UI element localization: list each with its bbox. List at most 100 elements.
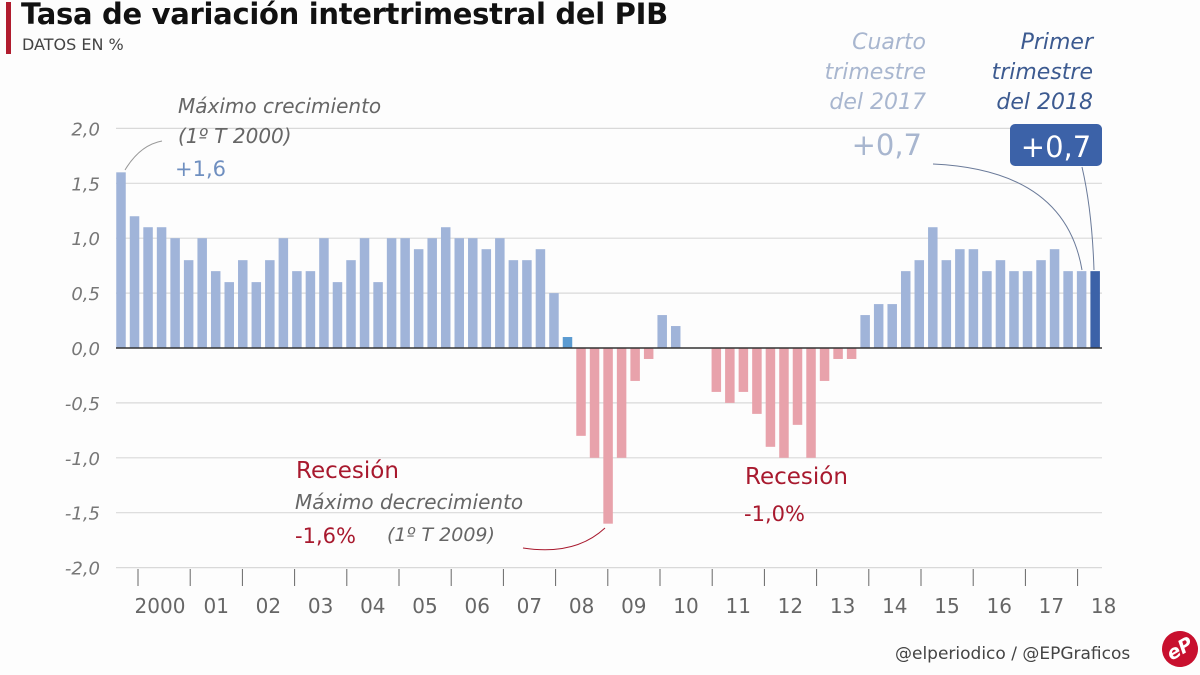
x-tick-label: 18 bbox=[1091, 594, 1116, 618]
bar bbox=[508, 260, 519, 348]
bar bbox=[183, 260, 194, 348]
annotation-q1-value-box bbox=[1010, 124, 1102, 166]
x-tick-label: 14 bbox=[882, 594, 907, 618]
x-tick-label: 10 bbox=[673, 594, 698, 618]
x-tick-label: 01 bbox=[203, 594, 228, 618]
bar bbox=[156, 227, 167, 348]
bar bbox=[562, 337, 573, 348]
bar bbox=[481, 249, 492, 348]
y-tick-label: -1,5 bbox=[65, 504, 100, 525]
bar bbox=[725, 348, 735, 403]
bar bbox=[400, 238, 410, 348]
bar bbox=[332, 282, 343, 348]
bar bbox=[238, 260, 248, 348]
gridlines bbox=[116, 127, 1102, 569]
bar bbox=[495, 238, 505, 348]
x-tick-label: 03 bbox=[308, 594, 333, 618]
x-tick-label: 17 bbox=[1039, 594, 1064, 618]
bar bbox=[643, 348, 654, 359]
bar bbox=[1049, 249, 1060, 348]
annotation-max-connector bbox=[124, 140, 163, 171]
x-tick-label: 2000 bbox=[135, 594, 186, 618]
bar bbox=[143, 227, 153, 348]
annotation-q1-value: +0,7 bbox=[1021, 130, 1091, 164]
bar bbox=[210, 271, 221, 348]
annotation-q1-2018: Primer trimestre del 2018 +0,7 bbox=[992, 30, 1102, 271]
bar bbox=[468, 238, 478, 348]
annotation-q4-line1: Cuarto bbox=[852, 30, 926, 55]
bar bbox=[616, 348, 627, 458]
bar bbox=[305, 271, 316, 348]
bar bbox=[603, 348, 613, 524]
bar bbox=[549, 293, 559, 348]
bar bbox=[670, 326, 681, 348]
bar bbox=[887, 304, 897, 348]
bar bbox=[116, 172, 126, 348]
bar bbox=[413, 249, 424, 348]
bar bbox=[386, 238, 397, 348]
y-tick-label: 1,0 bbox=[71, 229, 100, 250]
chart-subtitle: DATOS EN % bbox=[22, 35, 124, 54]
x-tick-label: 05 bbox=[412, 594, 437, 618]
annotation-q4-line2: trimestre bbox=[825, 60, 926, 85]
x-tick-label: 08 bbox=[569, 594, 594, 618]
annotation-q4-value: +0,7 bbox=[852, 128, 922, 162]
annotation-rec1-line1: Máximo decrecimiento bbox=[295, 490, 523, 514]
annotation-rec2-label: Recesión bbox=[745, 464, 848, 490]
annotation-rec1-value: -1,6% bbox=[295, 524, 356, 548]
annotation-q1-line3: del 2018 bbox=[996, 90, 1093, 115]
source-credit: @elperiodico / @EPGraficos bbox=[895, 644, 1131, 664]
bar bbox=[914, 260, 925, 348]
x-tick-label: 11 bbox=[725, 594, 750, 618]
bar bbox=[224, 282, 234, 348]
bar bbox=[319, 238, 329, 348]
annotation-recession-2009: Recesión Máximo decrecimiento -1,6% (1º … bbox=[295, 458, 606, 551]
x-tick-label: 06 bbox=[464, 594, 489, 618]
x-tick-label: 07 bbox=[517, 594, 542, 618]
bar bbox=[170, 238, 180, 348]
bars bbox=[116, 172, 1100, 524]
annotation-max-line1: Máximo crecimiento bbox=[178, 94, 381, 118]
bar bbox=[576, 348, 586, 436]
bar bbox=[968, 249, 979, 348]
annotation-q1-line1: Primer bbox=[1021, 30, 1095, 55]
bar bbox=[589, 348, 600, 458]
annotation-max-growth: Máximo crecimiento (1º T 2000) +1,6 bbox=[124, 94, 381, 181]
bar bbox=[346, 260, 356, 348]
x-tick-label: 13 bbox=[830, 594, 855, 618]
annotation-rec1-label: Recesión bbox=[296, 458, 399, 484]
bar bbox=[765, 348, 776, 447]
chart-title: Tasa de variación intertrimestral del PI… bbox=[21, 0, 668, 31]
title-accent-bar bbox=[6, 2, 11, 54]
bar bbox=[833, 348, 843, 359]
bar bbox=[440, 227, 451, 348]
bar bbox=[657, 315, 667, 348]
bar bbox=[1022, 271, 1033, 348]
bar bbox=[454, 238, 464, 348]
bar bbox=[251, 282, 262, 348]
bar bbox=[752, 348, 762, 414]
annotation-max-value: +1,6 bbox=[175, 157, 226, 181]
y-tick-label: 1,5 bbox=[71, 174, 100, 195]
bar bbox=[522, 260, 532, 348]
bar bbox=[292, 271, 302, 348]
y-tick-label: 2,0 bbox=[71, 119, 100, 140]
bar bbox=[1076, 271, 1087, 348]
x-tick-label: 15 bbox=[934, 594, 959, 618]
x-tick-label: 12 bbox=[778, 594, 803, 618]
bar bbox=[711, 348, 722, 392]
annotation-q4-2017: Cuarto trimestre del 2017 +0,7 bbox=[825, 30, 1083, 271]
y-tick-label: -2,0 bbox=[65, 559, 100, 580]
bar bbox=[928, 227, 938, 348]
bar bbox=[373, 282, 383, 348]
bar bbox=[1009, 271, 1019, 348]
bar bbox=[995, 260, 1006, 348]
y-tick-label: -0,5 bbox=[65, 394, 100, 415]
bar bbox=[873, 304, 884, 348]
bar bbox=[359, 238, 370, 348]
bar bbox=[846, 348, 857, 359]
annotation-rec1-connector bbox=[522, 527, 606, 551]
bar bbox=[779, 348, 789, 458]
annotation-q4-connector bbox=[932, 163, 1083, 271]
